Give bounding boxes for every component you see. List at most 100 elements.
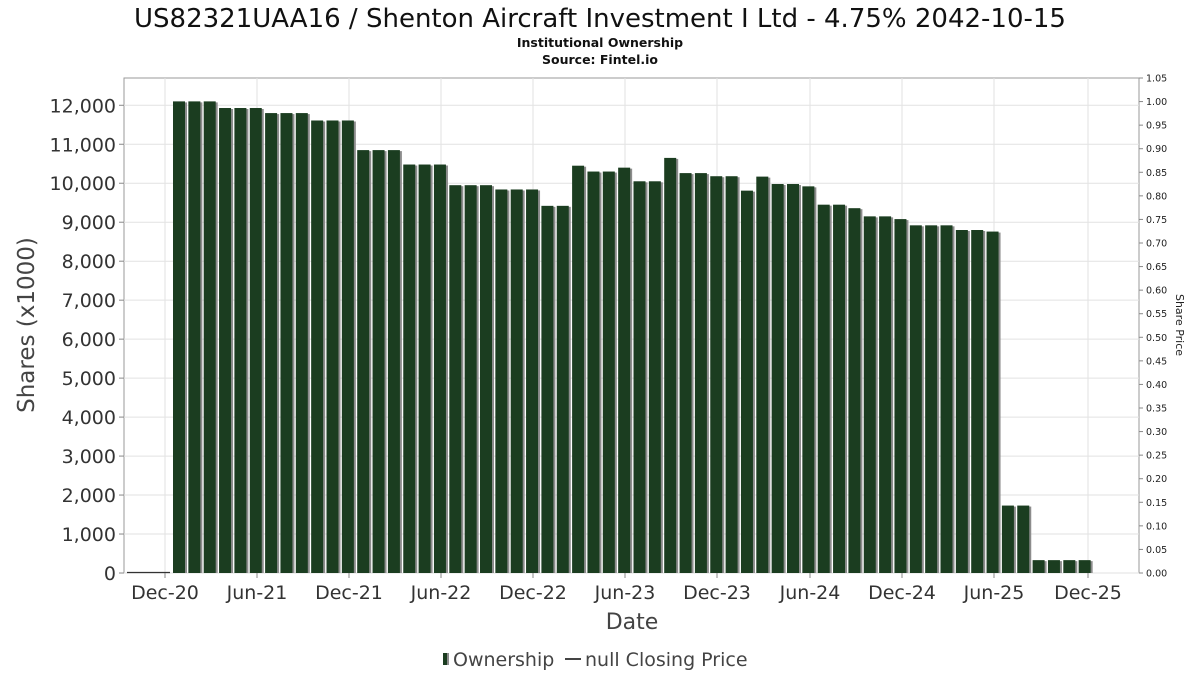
x-tick-label: Jun-24 xyxy=(779,582,841,604)
y-tick-label: 1,000 xyxy=(62,524,116,546)
x-tick-label: Jun-23 xyxy=(594,582,656,604)
ownership-bar xyxy=(526,189,539,573)
ownership-bar xyxy=(833,204,846,574)
x-tick-label: Jun-25 xyxy=(963,582,1025,604)
y2-tick-label: 0.25 xyxy=(1146,451,1167,462)
y2-axis-label: Share Price xyxy=(1173,294,1186,356)
ownership-bar xyxy=(1078,560,1091,573)
ownership-bar xyxy=(572,165,585,574)
x-tick-label: Jun-22 xyxy=(410,582,472,604)
ownership-bar xyxy=(249,108,262,573)
ownership-bar xyxy=(1047,560,1060,573)
x-tick-label: Dec-20 xyxy=(131,582,199,604)
ownership-bar xyxy=(265,113,278,574)
ownership-bar xyxy=(848,208,861,574)
y-tick-label: 2,000 xyxy=(62,485,116,507)
ownership-bar xyxy=(664,157,677,573)
ownership-bar xyxy=(955,230,968,573)
y2-tick-label: 0.50 xyxy=(1146,333,1167,344)
chart-source: Source: Fintel.io xyxy=(542,52,658,67)
y-tick-label: 5,000 xyxy=(62,368,116,390)
ownership-bar xyxy=(280,113,293,574)
ownership-bar xyxy=(894,219,907,573)
ownership-bar xyxy=(802,186,815,574)
y-tick-label: 10,000 xyxy=(50,173,116,195)
y2-tick-label: 0.75 xyxy=(1146,215,1167,226)
y2-tick-label: 0.00 xyxy=(1146,569,1167,580)
ownership-bar xyxy=(633,181,646,573)
ownership-bar xyxy=(1032,560,1045,573)
legend-ownership-icon-shadow xyxy=(447,653,449,665)
y2-tick-label: 0.70 xyxy=(1146,239,1167,250)
ownership-bar xyxy=(449,185,462,573)
ownership-bar xyxy=(403,164,416,573)
legend-price-label: null Closing Price xyxy=(585,649,748,671)
legend: Ownership null Closing Price xyxy=(443,649,748,671)
ownership-bar xyxy=(940,225,953,574)
ownership-bar xyxy=(879,216,892,573)
ownership-bar xyxy=(679,173,692,573)
y-tick-label: 7,000 xyxy=(62,290,116,312)
y2-tick-label: 0.05 xyxy=(1146,545,1167,556)
bar-series xyxy=(127,101,1093,574)
y2-tick-label: 0.85 xyxy=(1146,168,1167,179)
y2-tick-label: 0.35 xyxy=(1146,404,1167,415)
ownership-bar xyxy=(357,150,370,573)
ownership-bar xyxy=(464,185,477,573)
ownership-bar xyxy=(971,230,984,573)
ownership-bar xyxy=(618,167,631,573)
y2-tick-label: 0.20 xyxy=(1146,474,1167,485)
y-tick-label: 9,000 xyxy=(62,212,116,234)
ownership-bar xyxy=(173,101,185,573)
y2-tick-label: 0.60 xyxy=(1146,286,1167,297)
x-tick-label: Dec-25 xyxy=(1054,582,1122,604)
ownership-bar xyxy=(925,225,938,574)
ownership-bar xyxy=(648,181,661,573)
y-tick-label: 8,000 xyxy=(62,251,116,273)
ownership-bar xyxy=(203,101,216,573)
x-tick-label: Dec-21 xyxy=(315,582,383,604)
y2-tick-label: 1.00 xyxy=(1146,97,1167,108)
ownership-bar xyxy=(510,189,523,573)
chart-subtitle: Institutional Ownership xyxy=(517,35,683,50)
ownership-bar xyxy=(1063,560,1076,573)
ownership-bar xyxy=(771,184,784,573)
x-tick-label: Dec-23 xyxy=(683,582,751,604)
y2-tick-label: 0.10 xyxy=(1146,521,1167,532)
ownership-bar xyxy=(909,225,922,574)
ownership-bar xyxy=(219,108,232,573)
y-tick-label: 3,000 xyxy=(62,446,116,468)
x-tick-label: Dec-22 xyxy=(499,582,567,604)
y-tick-label: 11,000 xyxy=(50,134,116,156)
y2-tick-label: 0.80 xyxy=(1146,191,1167,202)
ownership-bar xyxy=(817,204,830,574)
y2-tick-label: 0.15 xyxy=(1146,498,1167,509)
ownership-bar xyxy=(1001,505,1014,573)
y-axis-label: Shares (x1000) xyxy=(14,237,40,413)
y2-tick-label: 0.45 xyxy=(1146,356,1167,367)
ownership-bar xyxy=(694,173,707,573)
ownership-bar xyxy=(986,231,999,573)
legend-ownership-label: Ownership xyxy=(453,649,554,671)
ownership-bar xyxy=(295,113,308,574)
x-tick-label: Jun-21 xyxy=(226,582,288,604)
ownership-bar xyxy=(188,101,201,573)
ownership-bar xyxy=(372,150,385,573)
x-axis-label: Date xyxy=(606,610,659,635)
ownership-bar xyxy=(541,205,554,573)
ownership-bar xyxy=(1017,505,1030,573)
y-tick-label: 6,000 xyxy=(62,329,116,351)
y-tick-label: 4,000 xyxy=(62,407,116,429)
chart-title: US82321UAA16 / Shenton Aircraft Investme… xyxy=(134,4,1066,34)
y2-tick-label: 0.90 xyxy=(1146,144,1167,155)
ownership-bar xyxy=(433,164,446,573)
ownership-bar xyxy=(418,164,431,573)
ownership-bar xyxy=(480,185,492,573)
ownership-bar xyxy=(556,205,569,573)
axes: 0 1,000 2,000 3,000 4,000 5,000 6,000 7,000 8,00… xyxy=(50,74,1168,605)
ownership-bar xyxy=(740,190,753,574)
ownership-bar xyxy=(587,171,600,573)
x-tick-label: Dec-24 xyxy=(868,582,936,604)
ownership-bar xyxy=(725,176,738,574)
